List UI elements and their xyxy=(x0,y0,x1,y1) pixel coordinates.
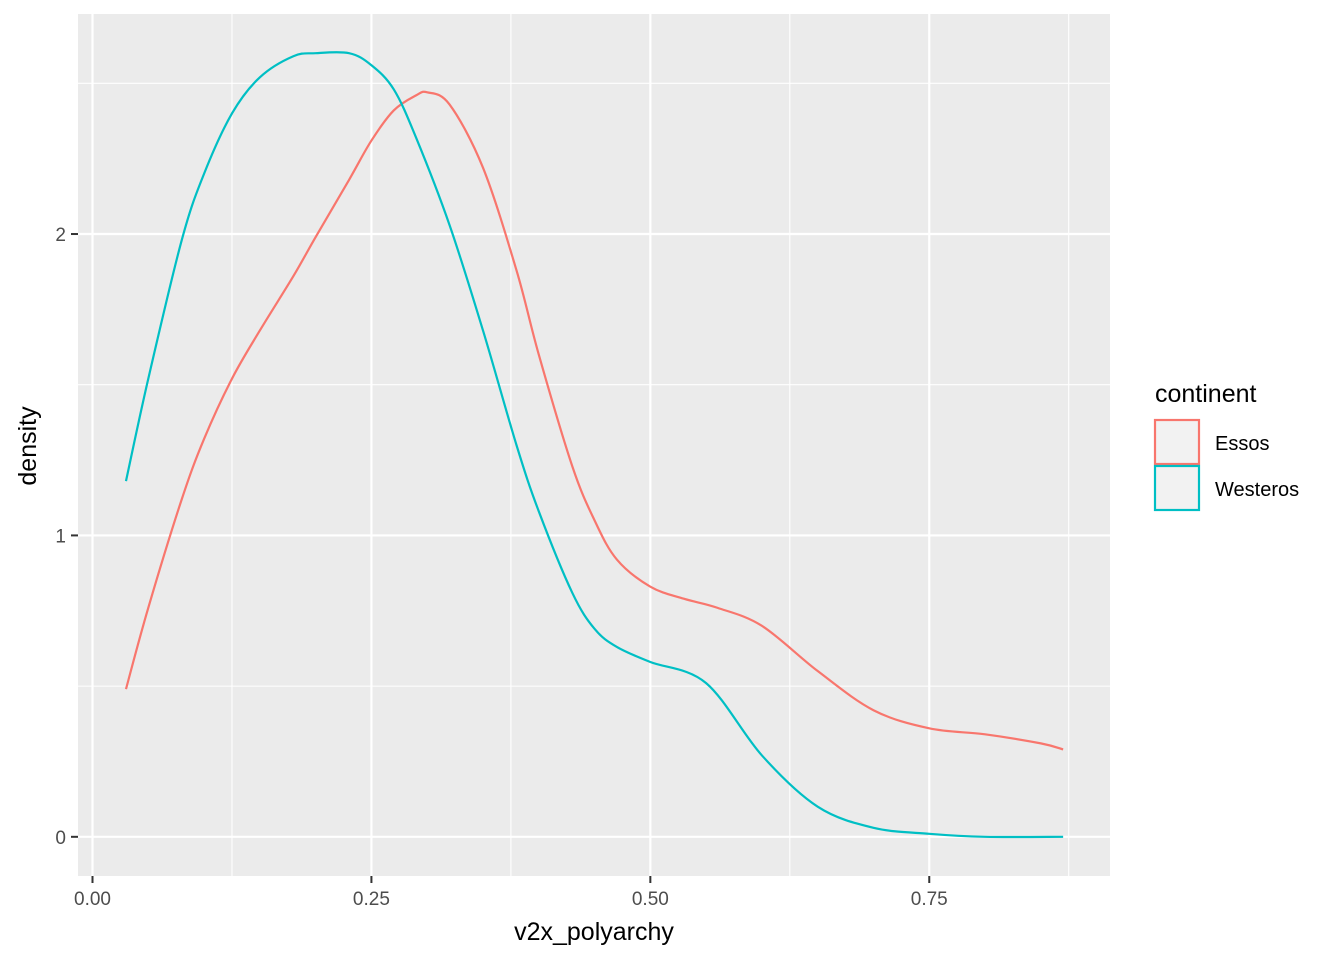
minor-gridlines xyxy=(78,14,1110,876)
x-tick-label: 0.25 xyxy=(353,889,390,910)
x-tick-label: 0.50 xyxy=(632,889,669,910)
legend-key-essos xyxy=(1153,418,1201,466)
legend: continent Essos Westeros xyxy=(1153,380,1299,512)
x-tick-label: 0.75 xyxy=(911,889,948,910)
y-axis-title: density xyxy=(14,406,42,486)
legend-label-westeros: Westeros xyxy=(1215,479,1299,501)
density-curves xyxy=(124,51,1064,839)
y-tick-label: 0 xyxy=(55,828,66,849)
y-tick-label: 1 xyxy=(55,526,66,547)
density-line-essos xyxy=(124,90,1064,751)
density-line-westeros xyxy=(124,51,1064,839)
axes: 0.00 0.25 0.50 0.75 0 1 2 xyxy=(55,225,947,910)
major-gridlines xyxy=(78,14,1110,876)
legend-label-essos: Essos xyxy=(1215,433,1269,455)
plot-panel xyxy=(78,14,1110,876)
legend-key-westeros xyxy=(1153,464,1201,512)
y-tick-label: 2 xyxy=(55,225,66,246)
x-axis-title: v2x_polyarchy xyxy=(514,918,674,946)
x-tick-label: 0.00 xyxy=(74,889,111,910)
legend-title: continent xyxy=(1155,380,1257,408)
